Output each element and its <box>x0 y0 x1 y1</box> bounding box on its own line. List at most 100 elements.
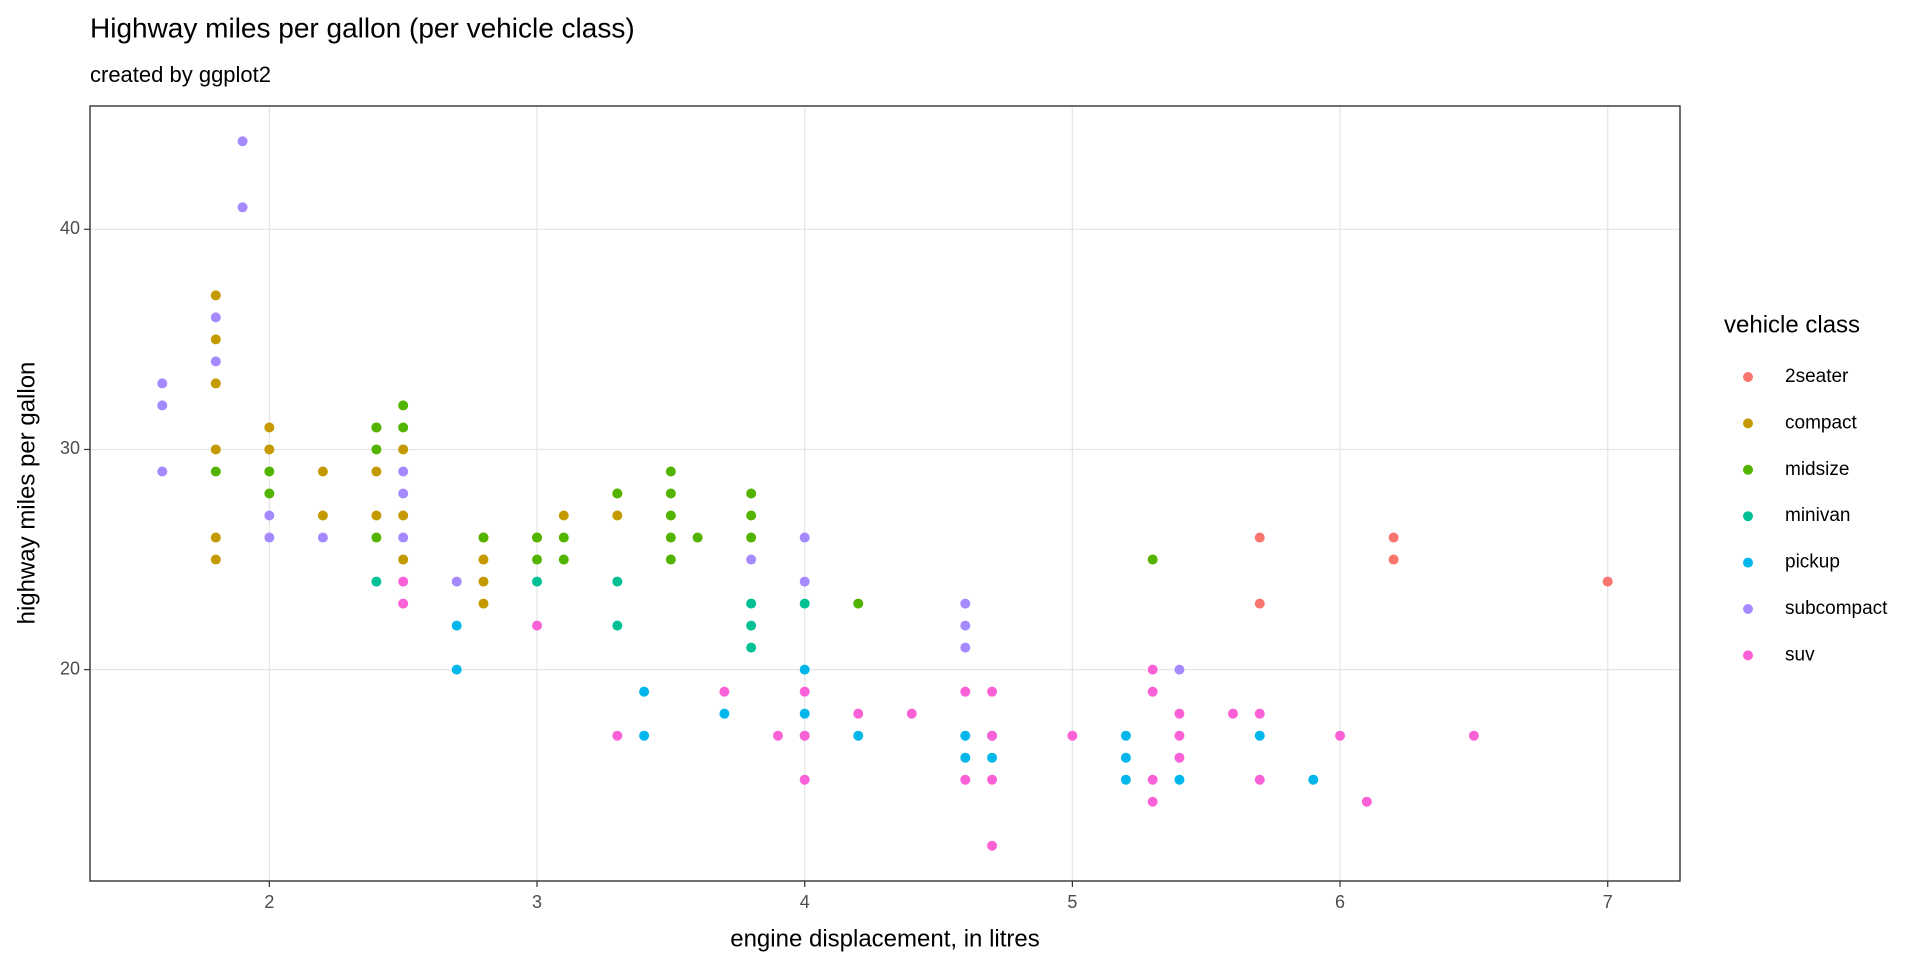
point <box>237 136 248 147</box>
x-tick-label: 5 <box>1067 892 1077 912</box>
point <box>264 532 275 543</box>
point <box>853 708 864 719</box>
point <box>906 708 917 719</box>
point <box>451 576 462 587</box>
point <box>1308 774 1319 785</box>
point <box>960 752 971 763</box>
legend-key <box>1743 372 1753 382</box>
point <box>398 444 409 455</box>
point <box>157 400 168 411</box>
point <box>1147 686 1158 697</box>
point <box>987 774 998 785</box>
point <box>719 708 730 719</box>
point <box>264 488 275 499</box>
point <box>558 532 569 543</box>
point <box>264 510 275 521</box>
point <box>1174 730 1185 741</box>
point <box>746 554 757 565</box>
point <box>612 576 623 587</box>
legend-key <box>1743 650 1753 661</box>
point <box>1388 532 1399 543</box>
point <box>1388 554 1399 565</box>
point <box>398 510 409 521</box>
point <box>746 598 757 609</box>
point <box>210 554 221 565</box>
legend-label: minivan <box>1785 505 1850 526</box>
point <box>799 686 810 697</box>
point <box>772 730 783 741</box>
point <box>665 466 676 477</box>
point <box>371 422 382 433</box>
point <box>451 664 462 675</box>
point <box>799 532 810 543</box>
point <box>799 598 810 609</box>
point <box>1361 796 1372 807</box>
point <box>799 730 810 741</box>
point <box>1335 730 1346 741</box>
point <box>1174 664 1185 675</box>
point <box>1254 730 1265 741</box>
legend-key <box>1743 557 1753 568</box>
point <box>398 576 409 587</box>
point <box>1147 554 1158 565</box>
point <box>398 598 409 609</box>
point <box>478 532 489 543</box>
point <box>746 642 757 653</box>
point <box>478 554 489 565</box>
point <box>987 840 998 851</box>
panel-border <box>89 105 1681 882</box>
point <box>799 708 810 719</box>
point <box>478 598 489 609</box>
point <box>612 730 623 741</box>
point <box>264 466 275 477</box>
point <box>1120 774 1131 785</box>
chart-subtitle: created by ggplot2 <box>90 62 271 87</box>
legend-key <box>1743 464 1753 475</box>
point <box>398 532 409 543</box>
point <box>1468 730 1479 741</box>
point <box>799 774 810 785</box>
point <box>987 686 998 697</box>
legend-label: pickup <box>1785 552 1840 573</box>
point <box>719 686 730 697</box>
point <box>746 532 757 543</box>
point <box>157 466 168 477</box>
point <box>210 290 221 301</box>
point <box>746 488 757 499</box>
point <box>1067 730 1078 741</box>
y-axis-title: highway miles per gallon <box>13 362 40 625</box>
legend-label: subcompact <box>1785 598 1888 619</box>
x-tick-label: 7 <box>1603 892 1613 912</box>
point <box>746 510 757 521</box>
point <box>987 752 998 763</box>
x-tick-label: 6 <box>1335 892 1345 912</box>
point <box>612 488 623 499</box>
point <box>558 510 569 521</box>
point <box>1227 708 1238 719</box>
point <box>665 532 676 543</box>
point <box>371 444 382 455</box>
point <box>612 620 623 631</box>
point <box>853 598 864 609</box>
point <box>478 576 489 587</box>
point <box>1174 752 1185 763</box>
point <box>398 554 409 565</box>
point <box>692 532 703 543</box>
point <box>960 642 971 653</box>
point <box>532 532 543 543</box>
point <box>317 510 328 521</box>
point <box>157 378 168 389</box>
point <box>210 312 221 323</box>
point <box>532 554 543 565</box>
point <box>960 620 971 631</box>
point <box>1174 774 1185 785</box>
point <box>799 576 810 587</box>
y-tick-label: 20 <box>60 658 80 678</box>
point <box>398 422 409 433</box>
point <box>264 422 275 433</box>
point <box>1174 708 1185 719</box>
x-tick-label: 4 <box>800 892 810 912</box>
point <box>451 620 462 631</box>
